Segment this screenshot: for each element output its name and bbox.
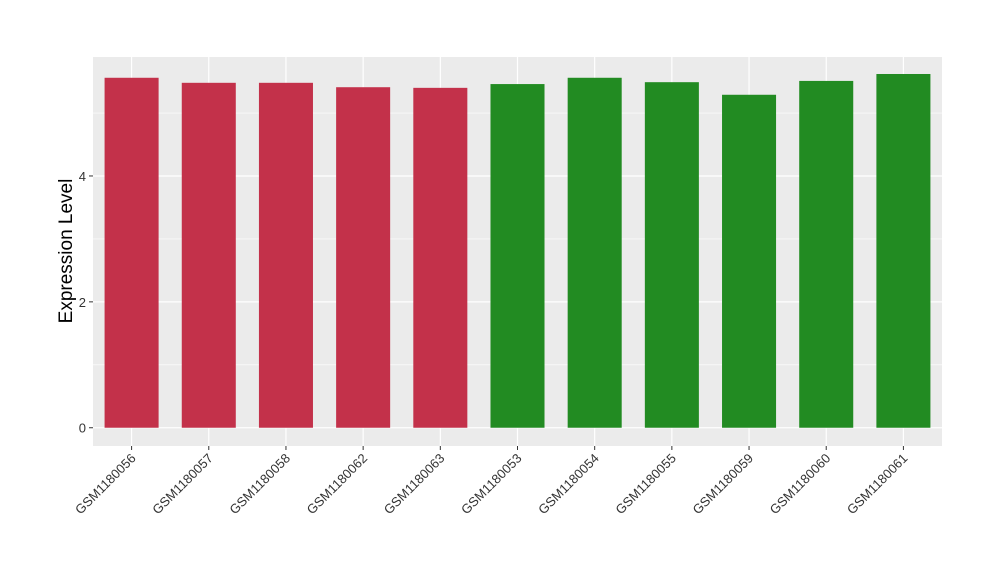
bar	[567, 77, 622, 428]
bar	[336, 87, 391, 428]
x-tick-label: GSM1180060	[767, 451, 834, 518]
x-tick-label: GSM1180057	[149, 451, 216, 518]
bar	[876, 73, 931, 428]
bar	[181, 82, 236, 428]
x-tick-label: GSM1180058	[226, 451, 293, 518]
x-tick-label: GSM1180059	[690, 451, 757, 518]
bar	[104, 77, 159, 428]
x-tick-label: GSM1180054	[535, 451, 602, 518]
y-tick-label: 4	[79, 169, 86, 184]
x-tick-label: GSM1180061	[844, 451, 911, 518]
bar	[644, 82, 699, 428]
x-tick-label: GSM1180063	[381, 451, 448, 518]
y-axis-label: Expression Level	[56, 179, 77, 324]
bar	[799, 80, 854, 428]
x-tick-label: GSM1180056	[72, 451, 139, 518]
bar	[413, 87, 468, 428]
bar	[722, 94, 777, 428]
x-tick-label: GSM1180055	[612, 451, 679, 518]
x-tick-label: GSM1180053	[458, 451, 525, 518]
x-tick-label: GSM1180062	[304, 451, 371, 518]
bar	[490, 84, 545, 428]
bar	[258, 82, 313, 428]
y-tick-label: 0	[79, 421, 86, 436]
y-tick-label: 2	[79, 295, 86, 310]
